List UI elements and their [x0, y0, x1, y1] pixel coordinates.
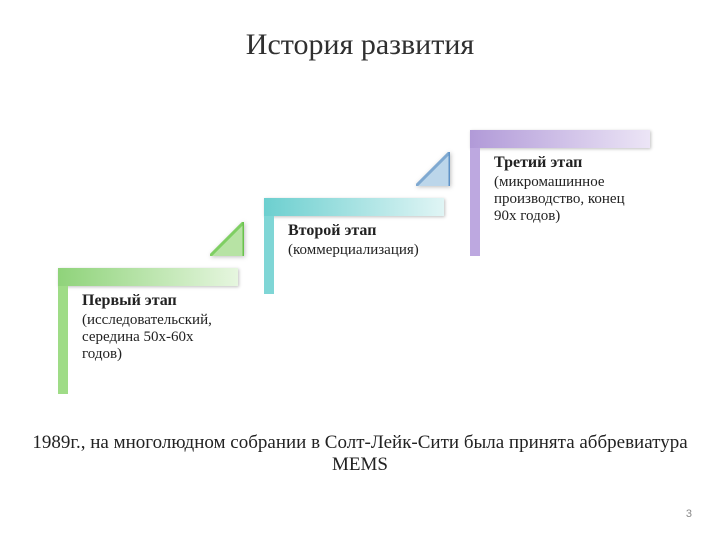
- arrow-icon: [416, 152, 450, 186]
- stage-2: Второй этап (коммерциализация): [264, 198, 444, 294]
- arrow-icon: [210, 222, 244, 256]
- stage-2-bar: [264, 198, 444, 216]
- stage-1: Первый этап (исследовательский, середина…: [58, 268, 238, 394]
- stage-2-title: Второй этап: [288, 222, 436, 240]
- stage-1-body: Первый этап (исследовательский, середина…: [58, 286, 238, 394]
- stage-3-bar: [470, 130, 650, 148]
- stage-3-desc: (микромашинное производство, конец 90х г…: [494, 174, 642, 225]
- stage-3-title: Третий этап: [494, 154, 642, 172]
- page-title: История развития: [0, 28, 720, 62]
- stage-2-body: Второй этап (коммерциализация): [264, 216, 444, 294]
- stage-1-title: Первый этап: [82, 292, 230, 310]
- stage-3: Третий этап (микромашинное производство,…: [470, 130, 650, 256]
- page-number: 3: [686, 508, 692, 520]
- stage-2-desc: (коммерциализация): [288, 242, 436, 259]
- slide: История развития Первый этап (исследоват…: [0, 0, 720, 540]
- footer-caption: 1989г., на многолюдном собрании в Солт-Л…: [0, 432, 720, 476]
- stage-3-body: Третий этап (микромашинное производство,…: [470, 148, 650, 256]
- staircase-arrow-2: [416, 152, 450, 186]
- staircase-arrow-1: [210, 222, 244, 256]
- stage-1-desc: (исследовательский, середина 50х-60х год…: [82, 312, 230, 363]
- stage-1-bar: [58, 268, 238, 286]
